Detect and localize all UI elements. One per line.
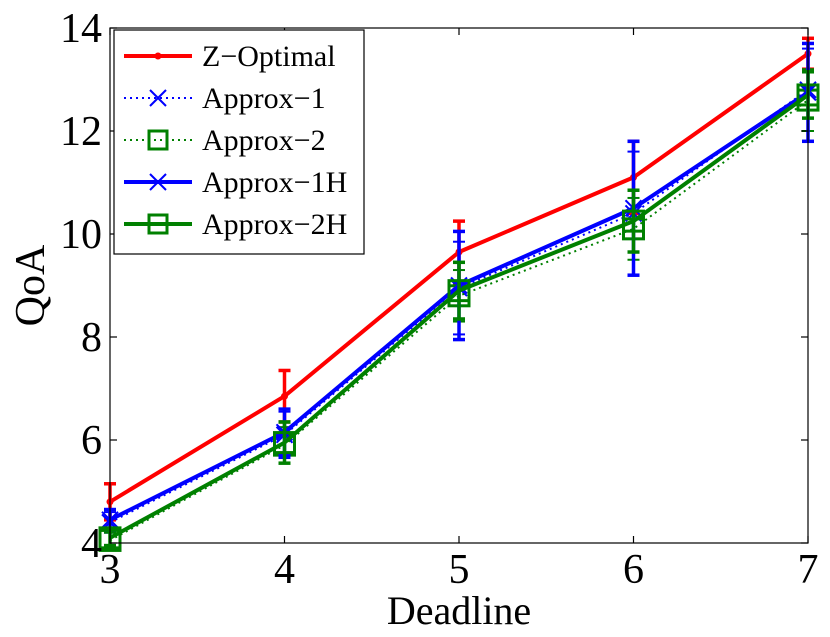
x-tick-label: 6: [623, 547, 644, 593]
y-tick-label: 4: [81, 521, 102, 567]
y-tick-label: 8: [81, 315, 102, 361]
square-marker: [273, 431, 296, 455]
y-tick-label: 12: [60, 109, 102, 155]
point-marker: [154, 52, 162, 60]
x-tick-label: 4: [274, 547, 295, 593]
series-line: [109, 99, 809, 542]
legend-label: Approx−1: [202, 82, 326, 115]
square-marker: [147, 213, 169, 235]
legend-label: Approx−2H: [202, 208, 347, 241]
y-tick-label: 6: [81, 418, 102, 464]
x-marker: [149, 173, 167, 191]
y-tick-label: 14: [60, 6, 102, 52]
series-line: [109, 88, 809, 524]
x-tick-label: 7: [798, 547, 819, 593]
x-axis-label: Deadline: [387, 588, 531, 633]
legend: Z−Optimal Approx−1 Approx−2 Approx−1H Approx…: [113, 29, 365, 255]
legend-item-1: Approx−1: [124, 82, 326, 115]
square-marker: [622, 209, 645, 233]
legend-label: Approx−1H: [202, 166, 347, 199]
legend-box: [113, 29, 365, 255]
y-tick-label: 10: [60, 212, 102, 258]
point-marker: [281, 392, 288, 400]
series-line: [109, 93, 810, 540]
legend-label: Z−Optimal: [202, 40, 336, 73]
x-tick-label: 5: [449, 547, 470, 593]
y-axis-label: QoA: [8, 244, 54, 326]
x-marker: [149, 89, 167, 107]
square-marker: [147, 129, 169, 151]
legend-label: Approx−2: [202, 124, 326, 157]
x-tick-label: 3: [100, 547, 121, 593]
legend-item-0: Z−Optimal: [124, 40, 336, 73]
legend-item-4: Approx−2H: [124, 208, 347, 241]
legend-item-3: Approx−1H: [124, 166, 347, 199]
legend-item-2: Approx−2: [124, 124, 326, 157]
square-marker: [447, 279, 471, 303]
